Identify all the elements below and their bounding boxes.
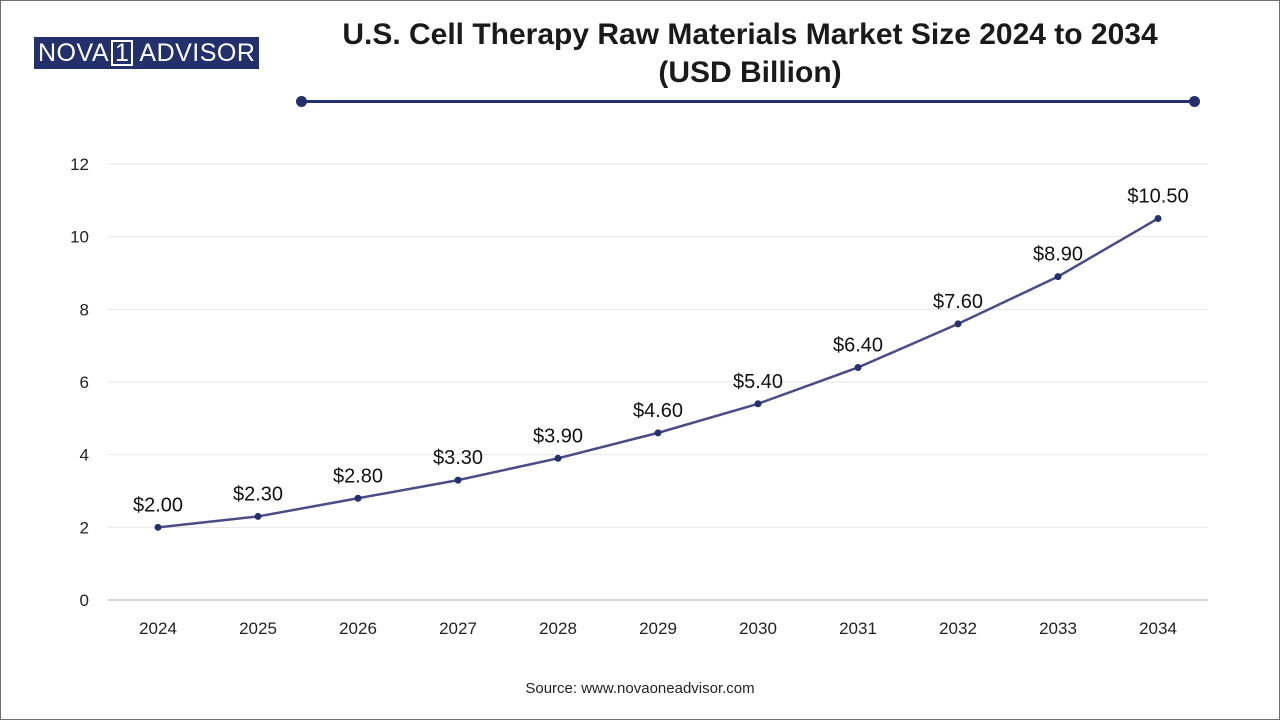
data-point-2024 xyxy=(154,523,162,531)
logo-box-right: ADVISOR xyxy=(139,37,260,69)
data-point-2025 xyxy=(254,512,262,520)
grid-layer xyxy=(108,163,1208,528)
source-note: Source: www.novaoneadvisor.com xyxy=(525,680,755,697)
data-label-2028: $3.90 xyxy=(533,425,583,447)
data-point-2029 xyxy=(654,429,662,437)
title-underline-right-dot xyxy=(1189,96,1200,107)
data-label-2024: $2.00 xyxy=(133,494,183,516)
series-line xyxy=(157,217,1159,529)
x-tick-label-2025: 2025 xyxy=(239,619,277,638)
data-label-2034: $10.50 xyxy=(1127,186,1188,208)
y-tick-label-12: 12 xyxy=(70,155,89,174)
label-layer: $2.00 $2.30 $2.80 $3.30 $3.90 $4.60 $5.40 $6.40… xyxy=(133,186,1189,517)
x-tick-label-2033: 2033 xyxy=(1039,619,1077,638)
logo-text-advisor: ADVISOR xyxy=(139,38,256,67)
logo-text-nova: NOVA xyxy=(38,38,109,67)
axis-layer: 0 2 4 6 8 10 12 2024 2025 2026 2027 2028 2029 2030 203… xyxy=(70,155,1208,638)
nova-one-advisor-logo: NOVA 1 ADVISOR xyxy=(34,37,260,69)
y-tick-label-0: 0 xyxy=(80,591,89,610)
x-tick-label-2031: 2031 xyxy=(839,619,877,638)
chart-title: U.S. Cell Therapy Raw Materials Market S… xyxy=(290,16,1210,92)
logo-box: NOVA 1 xyxy=(34,37,140,69)
data-label-2026: $2.80 xyxy=(333,465,383,487)
data-label-2030: $5.40 xyxy=(733,371,783,393)
y-tick-label-2: 2 xyxy=(80,518,89,537)
y-tick-label-6: 6 xyxy=(80,373,89,392)
data-label-2029: $4.60 xyxy=(633,400,683,422)
x-tick-label-2034: 2034 xyxy=(1139,619,1177,638)
chart-title-line2: (USD Billion) xyxy=(658,56,842,89)
y-tick-label-4: 4 xyxy=(80,446,89,465)
data-label-2027: $3.30 xyxy=(433,447,483,469)
data-point-2033 xyxy=(1054,273,1062,281)
x-tick-label-2024: 2024 xyxy=(139,619,177,638)
data-point-2031 xyxy=(854,363,862,371)
data-point-2030 xyxy=(754,400,762,408)
x-tick-label-2030: 2030 xyxy=(739,619,777,638)
series-layer xyxy=(154,215,1162,531)
x-tick-label-2029: 2029 xyxy=(639,619,677,638)
data-point-2028 xyxy=(554,454,562,462)
data-point-2034 xyxy=(1154,215,1162,222)
x-tick-label-2028: 2028 xyxy=(539,619,577,638)
data-point-2027 xyxy=(454,476,462,484)
data-label-2025: $2.30 xyxy=(233,483,283,505)
data-point-2032 xyxy=(954,320,962,328)
x-tick-label-2026: 2026 xyxy=(339,619,377,638)
x-tick-label-2032: 2032 xyxy=(939,619,977,638)
y-tick-label-10: 10 xyxy=(70,228,89,247)
data-label-2032: $7.60 xyxy=(933,291,983,313)
data-label-2031: $6.40 xyxy=(833,334,883,356)
data-point-2026 xyxy=(354,494,362,502)
title-underline xyxy=(301,100,1195,103)
title-underline-left-dot xyxy=(296,96,307,107)
y-tick-label-8: 8 xyxy=(80,300,89,319)
data-label-2033: $8.90 xyxy=(1033,244,1083,266)
logo-text-one: 1 xyxy=(111,40,134,66)
chart-title-line1: U.S. Cell Therapy Raw Materials Market S… xyxy=(342,18,1158,51)
x-tick-label-2027: 2027 xyxy=(439,619,477,638)
